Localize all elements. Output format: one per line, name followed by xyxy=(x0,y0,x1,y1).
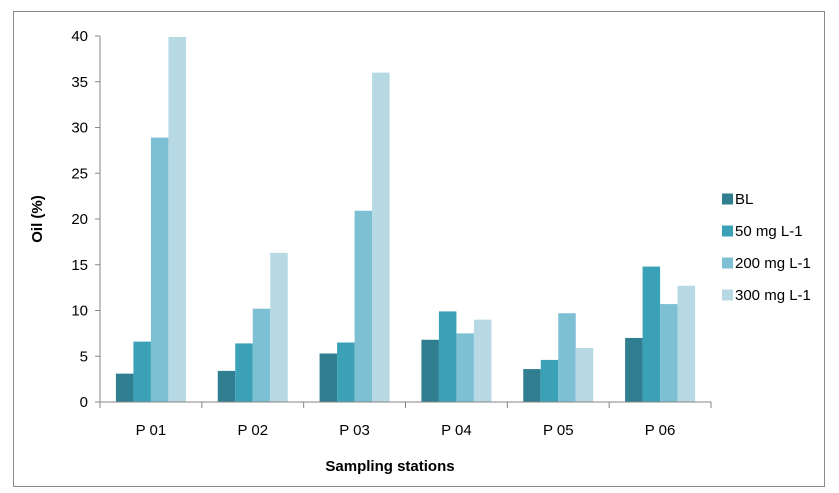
x-axis-title: Sampling stations xyxy=(325,458,454,475)
bar xyxy=(372,72,390,402)
bar xyxy=(421,339,439,402)
legend-swatch xyxy=(722,257,733,269)
bar xyxy=(115,373,134,402)
bar xyxy=(558,313,576,402)
x-axis-ticks: P 01 P 02 P 03 P 04 P 05 P 06 xyxy=(99,402,712,439)
legend-label: 300 mg L-1 xyxy=(735,287,811,304)
bar xyxy=(456,333,474,402)
bar xyxy=(150,137,169,402)
legend-swatch xyxy=(722,225,733,237)
y-tick-label: 25 xyxy=(71,165,88,182)
bar xyxy=(354,210,373,402)
bar xyxy=(168,36,186,402)
x-tick-label: P 03 xyxy=(339,422,370,439)
bar xyxy=(625,337,643,402)
bar xyxy=(575,348,594,402)
bar xyxy=(337,342,355,402)
bar xyxy=(677,285,696,402)
legend-label: 50 mg L-1 xyxy=(735,223,803,240)
y-tick-label: 5 xyxy=(80,348,88,365)
bar xyxy=(642,266,661,402)
legend-label: 200 mg L-1 xyxy=(735,255,811,272)
y-tick-label: 0 xyxy=(80,394,88,411)
chart-frame xyxy=(13,11,825,487)
y-tick-label: 20 xyxy=(71,211,88,228)
bar xyxy=(252,308,271,402)
bar xyxy=(660,304,678,402)
bar xyxy=(523,369,541,402)
y-tick-label: 30 xyxy=(71,120,88,137)
bars xyxy=(115,36,696,402)
x-tick-label: P 06 xyxy=(645,422,676,439)
y-tick-label: 10 xyxy=(71,303,88,320)
legend: BL 50 mg L-1 200 mg L-1 300 mg L-1 xyxy=(722,191,811,304)
bar xyxy=(540,359,559,402)
y-tick-label: 15 xyxy=(71,257,88,274)
x-tick-label: P 01 xyxy=(136,422,167,439)
y-axis-title: Oil (%) xyxy=(29,195,46,243)
legend-swatch xyxy=(722,193,733,205)
bar xyxy=(473,319,492,402)
x-tick-label: P 02 xyxy=(237,422,268,439)
x-tick-label: P 05 xyxy=(543,422,574,439)
legend-label: BL xyxy=(735,191,753,208)
bar xyxy=(270,252,288,402)
bar xyxy=(235,343,253,402)
y-tick-label: 40 xyxy=(71,28,88,45)
y-tick-label: 35 xyxy=(71,74,88,91)
x-tick-label: P 04 xyxy=(441,422,472,439)
bar xyxy=(438,311,457,402)
bar xyxy=(133,341,151,402)
bar xyxy=(217,370,236,402)
bar xyxy=(319,353,338,402)
legend-swatch xyxy=(722,289,733,301)
y-axis-ticks: 0 5 10 15 20 25 30 35 40 xyxy=(71,28,100,411)
